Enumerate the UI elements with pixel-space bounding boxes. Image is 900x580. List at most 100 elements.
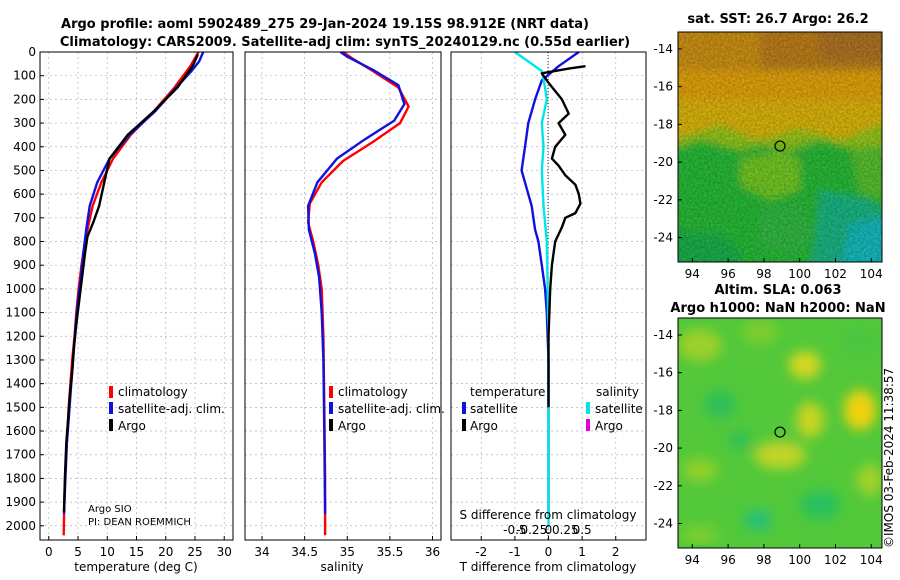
legend-label-satellite: satellite-adj. clim. (118, 402, 225, 416)
sla-x-ticks: 94 96 98 100 102 104 (685, 544, 883, 567)
sst-xtick-label: 96 (720, 267, 735, 281)
legend-label-s-argo: Argo (595, 419, 623, 433)
depth-tick-label: 1700 (5, 448, 36, 462)
difference-panel: -2 -1 0 1 2 -0.5-0.250 0.250.5 S difference f… (450, 51, 647, 574)
sst-xtick-label: 94 (685, 267, 700, 281)
figure-title-line1: Argo profile: aoml 5902489_275 29-Jan-20… (61, 17, 589, 32)
legend-label-s-satellite: satellite (595, 402, 643, 416)
temperature-series-argo (62, 53, 199, 512)
figure-title-line2: Climatology: CARS2009. Satellite-adj cli… (60, 35, 630, 50)
legend-mark-climatology (329, 386, 333, 398)
s-difference-tick-label: 0.5 (573, 523, 592, 537)
difference-lines (514, 51, 586, 526)
temperature-series-climatology (62, 51, 200, 536)
credit-line2: PI: DEAN ROEMMICH (88, 517, 191, 528)
legend-mark-argo (109, 419, 113, 431)
salinity-series-satellite-adj-clim- (306, 51, 406, 514)
difference-legend: temperature satellite Argo salinity sate… (462, 385, 643, 433)
sla-xtick-label: 102 (824, 553, 847, 567)
salinity-panel: 34 34.5 35 35.5 36 salinity climatology sate… (244, 51, 445, 574)
temperature-xtick-label: 5 (74, 545, 82, 559)
salinity-xtick-label: 35 (340, 545, 355, 559)
sla-ytick-label: -14 (653, 328, 673, 342)
legend-label-argo: Argo (338, 419, 366, 433)
salinity-xlabel: salinity (320, 560, 363, 574)
difference-x-ticks: -2 -1 0 1 2 (475, 536, 620, 559)
depth-tick-label: 200 (13, 92, 36, 106)
salinity-xtick-label: 34.5 (291, 545, 318, 559)
temperature-xlabel: temperature (deg C) (74, 560, 197, 574)
temperature-x-ticks: 0 5 10 15 20 25 30 (45, 536, 232, 559)
imos-timestamp: ©IMOS 03-Feb-2024 11:38:57 (882, 368, 896, 548)
sst-argo-location-marker (774, 140, 786, 152)
legend-mark-t-satellite (462, 402, 466, 414)
salinity-x-ticks: 34 34.5 35 35.5 36 (254, 536, 440, 559)
temperature-xtick-label: 15 (129, 545, 144, 559)
temperature-xtick-label: 25 (187, 545, 202, 559)
sla-map-frame (677, 317, 883, 549)
difference-xtick-label: -2 (475, 545, 487, 559)
t-difference-label: T difference from climatology (459, 560, 637, 574)
difference-xtick-label: 1 (578, 545, 586, 559)
s-difference-tick-label: 0 (545, 523, 553, 537)
depth-tick-label: 2000 (5, 519, 36, 533)
s-difference-tick-label: 0.25 (552, 523, 579, 537)
sst-ytick-label: -24 (653, 230, 673, 244)
difference-xtick-label: 0 (545, 545, 553, 559)
credit-line1: Argo SIO (88, 504, 132, 515)
sla-argo-location-marker (774, 426, 786, 438)
sla-xtick-label: 98 (756, 553, 771, 567)
s-difference-label: S difference from climatology (460, 508, 637, 522)
sst-ytick-label: -20 (653, 155, 673, 169)
sst-map-panel: sat. SST: 26.7 Argo: 26.2 94 9 (653, 12, 882, 281)
depth-tick-label: 800 (13, 235, 36, 249)
sst-ytick-label: -18 (653, 117, 673, 131)
sla-ytick-label: -16 (653, 366, 673, 380)
temperature-legend: climatology satellite-adj. clim. Argo (109, 385, 225, 433)
salinity-xtick-label: 34 (254, 545, 269, 559)
temperature-series-satellite-adj-clim- (62, 51, 205, 514)
difference-xtick-label: 2 (612, 545, 620, 559)
legend-mark-climatology (109, 386, 113, 398)
temperature-panel: 0 5 10 15 20 25 30 0 100 200 300 400 500 600 700 800 90… (5, 45, 234, 574)
sst-y-ticks: -14 -16 -18 -20 -22 -24 (653, 42, 682, 244)
sla-ytick-label: -18 (653, 403, 673, 417)
temperature-xtick-label: 10 (100, 545, 115, 559)
legend-label-argo: Argo (118, 419, 146, 433)
temperature-grid (40, 51, 233, 540)
depth-tick-label: 1000 (5, 282, 36, 296)
sla-xtick-label: 100 (788, 553, 811, 567)
legend-label-t-argo: Argo (470, 419, 498, 433)
depth-tick-label: 1300 (5, 353, 36, 367)
sla-xtick-label: 104 (860, 553, 883, 567)
sst-ytick-label: -14 (653, 42, 673, 56)
legend-mark-argo (329, 419, 333, 431)
depth-tick-label: 0 (28, 45, 36, 59)
legend-label-climatology: climatology (338, 385, 408, 399)
temperature-lines (62, 51, 205, 536)
difference-series-t-argo (540, 65, 586, 408)
depth-tick-label: 1900 (5, 495, 36, 509)
depth-tick-label: 600 (13, 187, 36, 201)
depth-tick-label: 1400 (5, 377, 36, 391)
depth-tick-label: 1200 (5, 329, 36, 343)
legend-title-salinity: salinity (596, 385, 639, 399)
sst-xtick-label: 100 (788, 267, 811, 281)
depth-tick-label: 900 (13, 258, 36, 272)
sla-ytick-label: -24 (653, 516, 673, 530)
s-difference-tick-label: -0.5 (503, 523, 526, 537)
temperature-xtick-label: 20 (158, 545, 173, 559)
depth-tick-label: 1500 (5, 400, 36, 414)
difference-xtick-label: -1 (509, 545, 521, 559)
depth-tick-label: 300 (13, 116, 36, 130)
sst-map-title: sat. SST: 26.7 Argo: 26.2 (687, 12, 868, 27)
legend-mark-t-argo (462, 419, 466, 431)
salinity-lines (306, 51, 410, 536)
temperature-axes-frame (39, 51, 234, 541)
sla-ytick-label: -22 (653, 479, 673, 493)
sla-ytick-label: -20 (653, 441, 673, 455)
legend-mark-satellite (329, 402, 333, 414)
legend-title-temperature: temperature (470, 385, 545, 399)
legend-mark-satellite (109, 402, 113, 414)
